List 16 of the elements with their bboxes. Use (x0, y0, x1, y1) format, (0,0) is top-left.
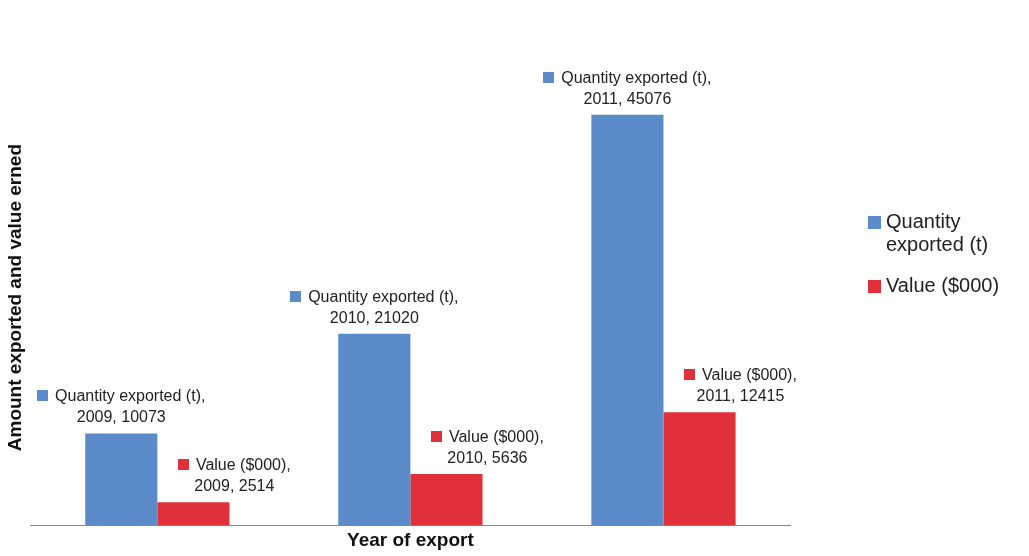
legend-label: Value ($000) (886, 274, 1000, 297)
data-label: Quantity exported (t), 2009, 10073 (55, 387, 206, 426)
bar (663, 412, 736, 526)
data-label: Value ($000), 2009, 2514 (193, 455, 292, 497)
bar (85, 433, 158, 526)
x-axis-title: Year of export (347, 528, 475, 550)
bar (410, 473, 483, 526)
legend-label: Quantity exported (t) (886, 210, 990, 256)
bar (338, 333, 411, 526)
y-axis-title: Amount exported and value erned (3, 143, 25, 452)
data-label: Quantity exported (t), 2011, 45076 (560, 67, 713, 109)
data-label: Quantity exported (t), 2010, 21020 (307, 286, 460, 328)
bar (591, 114, 664, 526)
data-label: Value ($000), 2010, 5636 (446, 426, 545, 468)
bar (157, 502, 230, 526)
data-label: Value ($000), 2011, 12415 (695, 365, 798, 407)
